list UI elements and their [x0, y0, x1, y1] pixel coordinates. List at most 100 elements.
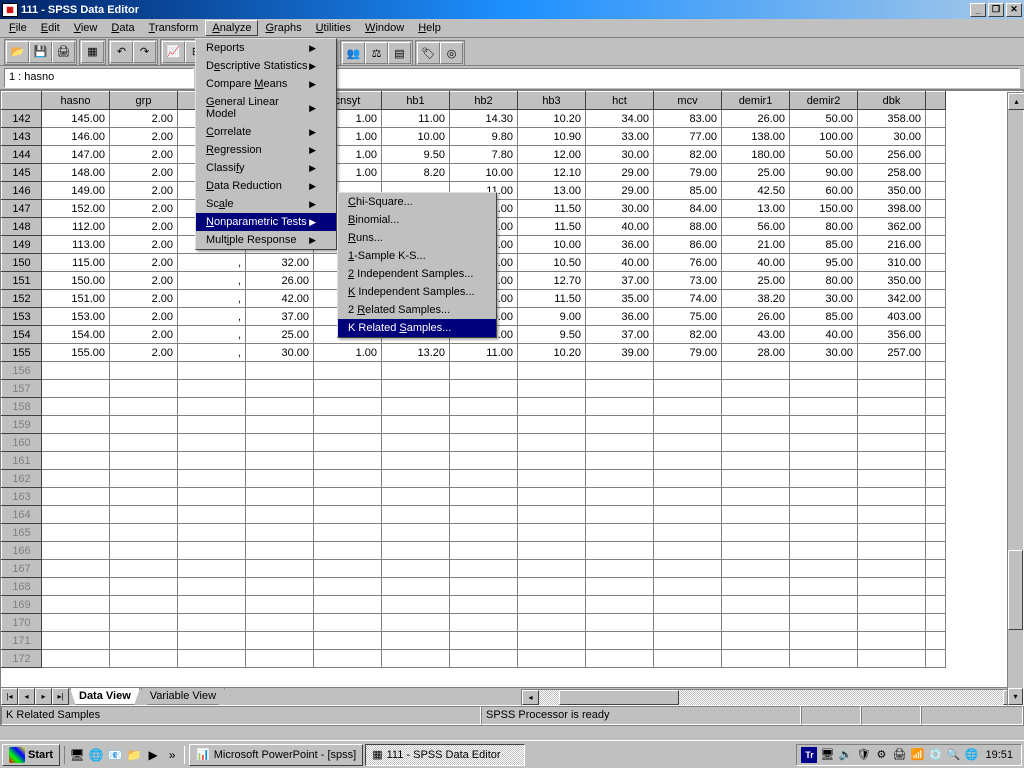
tab-nav-last[interactable]: ▸| [52, 688, 69, 705]
data-cell[interactable] [314, 560, 382, 578]
data-cell[interactable]: 149.00 [42, 182, 110, 200]
data-cell[interactable] [858, 434, 926, 452]
row-header[interactable]: 160 [2, 434, 42, 452]
data-cell[interactable]: 37.00 [586, 326, 654, 344]
use-sets-button[interactable]: ◎ [440, 42, 463, 64]
row-header[interactable]: 172 [2, 650, 42, 668]
data-cell[interactable] [314, 578, 382, 596]
col-header-blank[interactable] [926, 92, 946, 110]
data-cell[interactable] [790, 632, 858, 650]
data-cell[interactable]: 30.00 [790, 290, 858, 308]
data-cell[interactable] [246, 542, 314, 560]
row-header[interactable]: 169 [2, 596, 42, 614]
data-cell[interactable] [178, 380, 246, 398]
data-cell[interactable] [926, 488, 946, 506]
data-cell[interactable]: , [178, 254, 246, 272]
data-cell[interactable] [790, 524, 858, 542]
data-cell[interactable] [926, 254, 946, 272]
data-cell[interactable] [178, 632, 246, 650]
data-cell[interactable] [654, 632, 722, 650]
data-cell[interactable] [722, 470, 790, 488]
tray-icon-7[interactable]: 💿 [927, 747, 943, 763]
data-cell[interactable]: 30.00 [586, 146, 654, 164]
task-button[interactable]: ▦111 - SPSS Data Editor [365, 744, 525, 766]
data-cell[interactable]: 88.00 [654, 218, 722, 236]
tab-nav-first[interactable]: |◂ [1, 688, 18, 705]
data-cell[interactable] [450, 362, 518, 380]
tab-variable-view[interactable]: Variable View [141, 688, 225, 705]
data-cell[interactable]: 9.80 [450, 128, 518, 146]
data-cell[interactable]: 2.00 [110, 164, 178, 182]
data-cell[interactable]: 12.10 [518, 164, 586, 182]
data-cell[interactable] [518, 632, 586, 650]
data-cell[interactable] [858, 614, 926, 632]
data-cell[interactable] [926, 326, 946, 344]
data-cell[interactable]: 43.00 [722, 326, 790, 344]
data-cell[interactable] [654, 398, 722, 416]
data-cell[interactable] [382, 452, 450, 470]
menu-item-scale[interactable]: Scale▶ [196, 195, 336, 213]
data-cell[interactable]: 79.00 [654, 344, 722, 362]
data-cell[interactable] [314, 506, 382, 524]
menu-graphs[interactable]: Graphs [258, 20, 308, 36]
data-cell[interactable] [926, 434, 946, 452]
data-cell[interactable]: 85.00 [790, 236, 858, 254]
data-cell[interactable] [518, 614, 586, 632]
menu-item-classify[interactable]: Classify▶ [196, 159, 336, 177]
data-cell[interactable] [178, 434, 246, 452]
data-cell[interactable] [926, 362, 946, 380]
data-cell[interactable]: 2.00 [110, 344, 178, 362]
row-header[interactable]: 154 [2, 326, 42, 344]
row-header[interactable]: 157 [2, 380, 42, 398]
data-cell[interactable] [722, 578, 790, 596]
data-cell[interactable] [314, 542, 382, 560]
menu-file[interactable]: File [2, 20, 34, 36]
data-cell[interactable] [450, 524, 518, 542]
data-cell[interactable] [722, 560, 790, 578]
undo-button[interactable]: ↶ [110, 41, 133, 63]
data-cell[interactable] [654, 560, 722, 578]
data-cell[interactable] [858, 452, 926, 470]
data-cell[interactable]: 80.00 [790, 272, 858, 290]
data-cell[interactable] [382, 416, 450, 434]
data-cell[interactable] [110, 362, 178, 380]
data-cell[interactable]: 2.00 [110, 200, 178, 218]
data-cell[interactable] [42, 524, 110, 542]
data-cell[interactable]: 29.00 [586, 164, 654, 182]
data-cell[interactable] [858, 542, 926, 560]
data-cell[interactable] [382, 560, 450, 578]
data-cell[interactable]: , [178, 326, 246, 344]
data-cell[interactable]: 148.00 [42, 164, 110, 182]
menu-item-chi-square-[interactable]: Chi-Square... [338, 193, 496, 211]
data-cell[interactable] [858, 380, 926, 398]
menu-view[interactable]: View [67, 20, 105, 36]
data-cell[interactable]: 150.00 [42, 272, 110, 290]
row-header[interactable]: 164 [2, 506, 42, 524]
data-cell[interactable] [110, 470, 178, 488]
data-cell[interactable] [314, 524, 382, 542]
data-cell[interactable]: 29.00 [586, 182, 654, 200]
data-cell[interactable] [42, 452, 110, 470]
data-cell[interactable] [586, 542, 654, 560]
data-cell[interactable]: 362.00 [858, 218, 926, 236]
data-cell[interactable]: 11.00 [382, 110, 450, 128]
data-cell[interactable]: 40.00 [586, 218, 654, 236]
data-cell[interactable] [722, 362, 790, 380]
data-cell[interactable]: 2.00 [110, 182, 178, 200]
data-cell[interactable] [246, 650, 314, 668]
data-cell[interactable] [42, 416, 110, 434]
data-cell[interactable] [178, 524, 246, 542]
data-cell[interactable] [110, 488, 178, 506]
data-cell[interactable]: 350.00 [858, 272, 926, 290]
cell-reference[interactable]: 1 : hasno [4, 68, 194, 88]
data-cell[interactable] [382, 506, 450, 524]
row-header[interactable]: 152 [2, 290, 42, 308]
data-cell[interactable]: 11.50 [518, 290, 586, 308]
data-cell[interactable]: 2.00 [110, 308, 178, 326]
data-cell[interactable]: 21.00 [722, 236, 790, 254]
data-cell[interactable]: 37.00 [246, 308, 314, 326]
data-cell[interactable] [858, 632, 926, 650]
data-cell[interactable]: 257.00 [858, 344, 926, 362]
data-cell[interactable] [450, 398, 518, 416]
row-header[interactable]: 142 [2, 110, 42, 128]
